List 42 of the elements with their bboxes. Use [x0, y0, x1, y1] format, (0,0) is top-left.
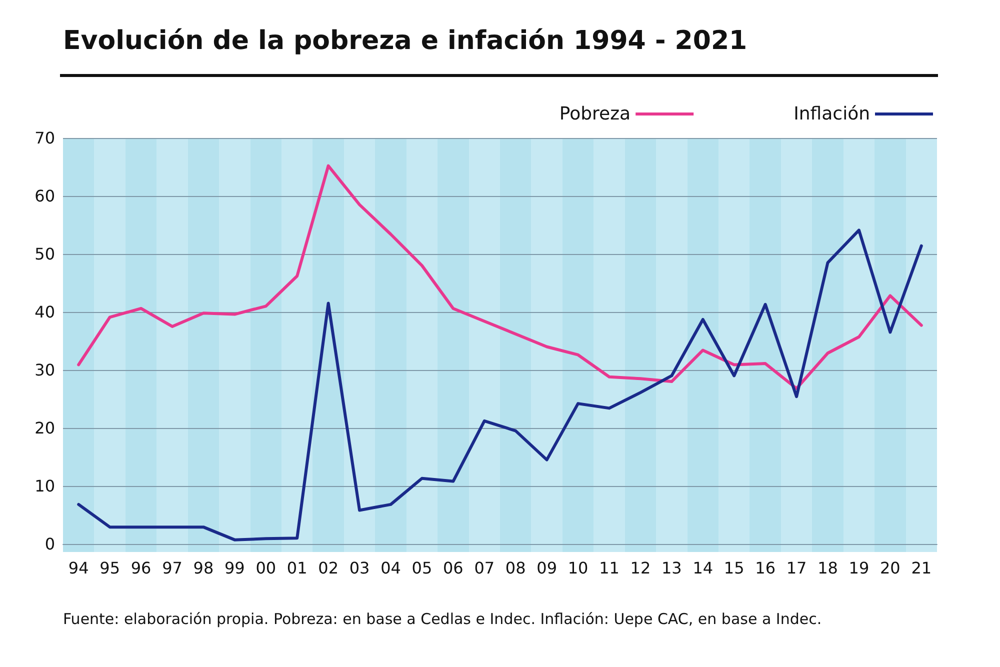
x-tick-label: 07: [474, 558, 495, 578]
x-tick-label: 96: [130, 558, 152, 578]
x-tick-label: 21: [911, 558, 932, 578]
x-tick-label: 19: [848, 558, 870, 578]
y-tick-label: 50: [34, 244, 55, 264]
y-tick-label: 0: [44, 534, 55, 554]
x-tick-label: 97: [162, 558, 182, 578]
x-tick-label: 17: [786, 558, 807, 578]
x-tick-label: 99: [224, 558, 245, 578]
x-tick-label: 10: [568, 558, 588, 578]
x-tick-label: 08: [505, 558, 526, 578]
chart-title: Evolución de la pobreza e infación 1994 - 2021: [63, 26, 748, 56]
y-tick-label: 70: [34, 128, 55, 148]
x-tick-label: 94: [68, 558, 89, 578]
x-tick-label: 14: [692, 558, 714, 578]
x-tick-label: 06: [443, 558, 464, 578]
x-tick-label: 98: [193, 558, 214, 578]
x-tick-label: 16: [755, 558, 776, 578]
line-series: [77, 228, 923, 542]
x-tick-label: 03: [349, 558, 370, 578]
x-tick-label: 09: [536, 558, 557, 578]
y-tick-label: 20: [34, 418, 55, 438]
source-note: Fuente: elaboración propia. Pobreza: en base a Cedlas e Indec. Inflación: Uepe CAC, en base a Indec.: [63, 610, 822, 628]
legend-label: Pobreza: [559, 104, 631, 124]
y-tick-label: 40: [34, 302, 55, 322]
line-series: [77, 164, 923, 390]
x-tick-label: 95: [100, 558, 120, 578]
x-tick-label: 18: [818, 558, 838, 578]
legend-label: Inflación: [794, 104, 870, 124]
y-tick-label: 10: [34, 476, 55, 496]
x-tick-label: 04: [380, 558, 401, 578]
x-tick-label: 01: [286, 558, 308, 578]
x-tick-label: 00: [256, 558, 276, 578]
x-tick-label: 13: [662, 558, 682, 578]
x-tick-label: 02: [318, 558, 338, 578]
x-tick-label: 05: [412, 558, 432, 578]
y-tick-label: 30: [34, 360, 55, 380]
x-tick-label: 15: [724, 558, 744, 578]
x-tick-label: 20: [880, 558, 900, 578]
y-tick-label: 60: [34, 186, 55, 206]
x-tick-label: 11: [599, 558, 620, 578]
x-tick-label: 12: [630, 558, 651, 578]
